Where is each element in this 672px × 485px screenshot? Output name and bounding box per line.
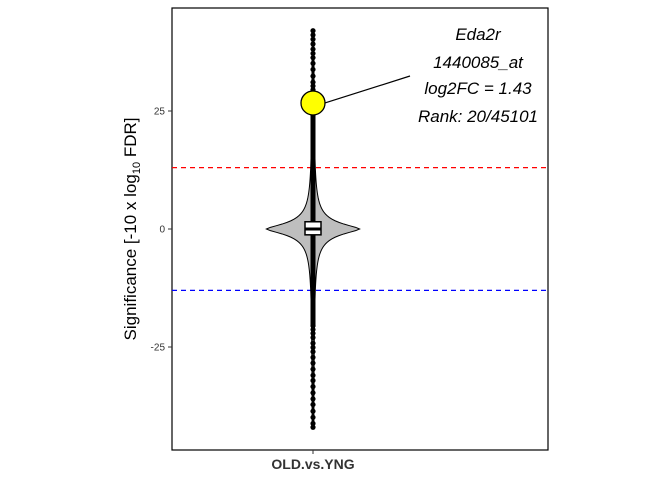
annotation-probe: 1440085_at bbox=[433, 53, 524, 72]
outlier-point-5 bbox=[310, 50, 316, 57]
y-axis-label-main: Significance [-10 x log bbox=[121, 174, 140, 340]
outlier-point-16 bbox=[310, 323, 316, 329]
highlight-group bbox=[300, 75, 411, 116]
outlier-point-6 bbox=[310, 55, 316, 61]
outlier-point-25 bbox=[310, 366, 316, 372]
annotation-leader-line bbox=[324, 75, 411, 104]
outlier-point-29 bbox=[310, 390, 316, 396]
y-axis: -25 0 25 bbox=[151, 107, 172, 354]
outlier-point-11 bbox=[310, 83, 316, 89]
outlier-point-24 bbox=[310, 360, 316, 366]
y-axis-label-group: Significance [-10 x log10 FDR] bbox=[121, 118, 143, 341]
outlier-point-7 bbox=[310, 60, 316, 66]
x-axis: OLD.vs.YNG bbox=[271, 450, 355, 472]
outlier-point-17 bbox=[310, 326, 316, 333]
outlier-point-19 bbox=[310, 334, 316, 341]
outlier-point-26 bbox=[310, 372, 316, 378]
y-axis-label-tail: FDR] bbox=[121, 118, 140, 162]
outlier-point-2 bbox=[310, 36, 316, 42]
outlier-point-1 bbox=[310, 32, 316, 38]
outlier-point-28 bbox=[310, 384, 316, 390]
outlier-point-18 bbox=[310, 330, 316, 336]
y-axis-label-subscript: 10 bbox=[131, 162, 143, 174]
outlier-point-4 bbox=[310, 46, 316, 52]
annotation-gene: Eda2r bbox=[455, 25, 502, 44]
outlier-point-22 bbox=[310, 349, 316, 355]
boxplot bbox=[304, 221, 322, 236]
outlier-point-23 bbox=[310, 354, 316, 360]
outlier-point-0 bbox=[310, 28, 316, 34]
outlier-point-20 bbox=[310, 340, 316, 346]
annotation-rank: Rank: 20/45101 bbox=[418, 107, 538, 126]
annotation-log2fc: log2FC = 1.43 bbox=[424, 79, 532, 98]
outlier-point-33 bbox=[310, 414, 316, 420]
y-tick-label-0: -25 bbox=[151, 343, 166, 354]
outlier-point-9 bbox=[310, 73, 316, 79]
outlier-point-21 bbox=[310, 344, 316, 351]
outlier-point-10 bbox=[310, 79, 316, 85]
outlier-point-35 bbox=[310, 424, 316, 430]
y-tick-label-2: 25 bbox=[154, 107, 166, 118]
outlier-point-8 bbox=[310, 66, 316, 73]
outlier-point-30 bbox=[310, 396, 316, 402]
y-tick-label-1: 0 bbox=[159, 225, 165, 236]
outlier-point-27 bbox=[310, 377, 316, 384]
outlier-points bbox=[310, 28, 316, 430]
outlier-point-34 bbox=[310, 420, 316, 427]
outlier-point-31 bbox=[310, 401, 316, 408]
highlight-point bbox=[300, 90, 326, 116]
annotation-text: Eda2r 1440085_at log2FC = 1.43 Rank: 20/… bbox=[418, 25, 538, 126]
outlier-point-32 bbox=[310, 408, 316, 414]
x-category-label-0: OLD.vs.YNG bbox=[271, 456, 354, 472]
y-axis-label: Significance [-10 x log10 FDR] bbox=[121, 118, 143, 341]
outlier-point-3 bbox=[310, 41, 316, 47]
